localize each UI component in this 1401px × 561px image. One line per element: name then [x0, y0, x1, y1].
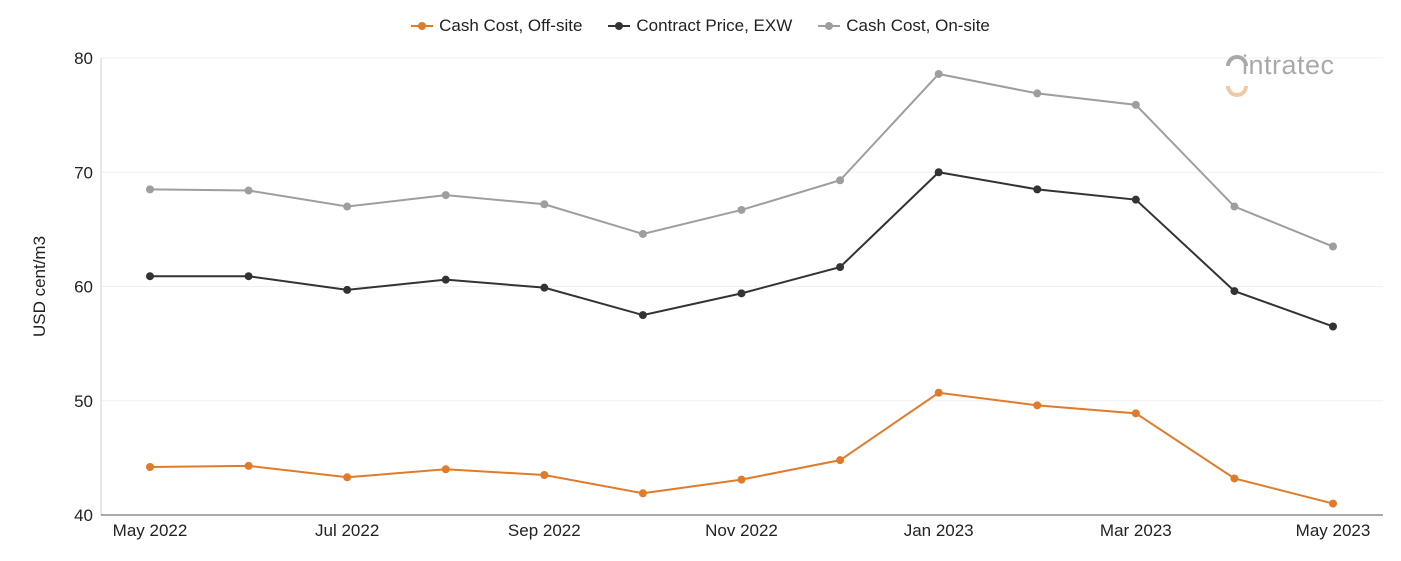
legend-swatch-icon — [411, 22, 434, 30]
data-point — [1033, 89, 1042, 98]
x-tick-label: Sep 2022 — [508, 521, 581, 540]
data-point — [1131, 195, 1140, 204]
data-point — [934, 388, 943, 397]
data-point — [1131, 409, 1140, 418]
data-point — [244, 272, 253, 281]
series-line — [149, 391, 1334, 505]
x-tick-label: Jul 2022 — [315, 521, 379, 540]
data-point — [1033, 401, 1042, 410]
x-tick-label: May 2022 — [113, 521, 188, 540]
data-point — [244, 186, 253, 195]
data-point — [441, 191, 450, 200]
data-point — [441, 275, 450, 284]
data-point — [737, 289, 746, 298]
legend-label: Cash Cost, Off-site — [439, 16, 583, 35]
legend-label: Cash Cost, On-site — [846, 16, 990, 35]
data-point — [1329, 499, 1337, 508]
data-point — [934, 69, 943, 78]
x-tick-label: May 2023 — [1296, 521, 1371, 540]
data-point — [836, 263, 845, 272]
data-point — [1033, 185, 1042, 194]
watermark-text: intratec — [1242, 50, 1335, 80]
legend-swatch-icon — [818, 22, 841, 30]
x-tick-label: Nov 2022 — [705, 521, 778, 540]
y-tick-label: 50 — [74, 392, 93, 411]
data-point — [1329, 322, 1337, 331]
y-tick-label: 80 — [74, 49, 93, 68]
series-line — [150, 171, 1334, 328]
data-point — [836, 456, 845, 465]
data-point — [1329, 242, 1337, 251]
watermark-logo — [1222, 42, 1367, 98]
legend-item: Contract Price, EXW — [608, 16, 792, 36]
legend-item: Cash Cost, On-site — [818, 16, 990, 36]
legend-swatch-icon — [608, 22, 631, 30]
data-point — [638, 311, 647, 320]
data-point — [540, 283, 549, 292]
data-point — [1230, 202, 1239, 211]
intratec-logo-icon — [1226, 55, 1248, 97]
chart-legend: Cash Cost, Off-site Contract Price, EXW Ca… — [0, 16, 1401, 36]
data-point — [343, 473, 352, 482]
data-point — [146, 272, 154, 281]
data-point — [1230, 287, 1239, 296]
x-tick-label: Jan 2023 — [904, 521, 974, 540]
data-point — [737, 205, 746, 214]
y-axis-title: USD cent/m3 — [30, 236, 49, 337]
x-tick-label: Mar 2023 — [1100, 521, 1172, 540]
data-point — [540, 200, 549, 209]
y-tick-label: 70 — [74, 163, 93, 182]
data-point — [244, 461, 253, 470]
data-point — [146, 185, 154, 194]
legend-label: Contract Price, EXW — [636, 16, 793, 35]
data-point — [836, 176, 845, 185]
series-line — [149, 72, 1334, 248]
y-tick-label: 60 — [74, 278, 93, 297]
data-point — [737, 475, 746, 484]
data-point — [1230, 474, 1239, 483]
data-point — [638, 489, 647, 498]
data-point — [1131, 100, 1140, 109]
data-point — [540, 471, 549, 480]
legend-item: Cash Cost, Off-site — [411, 16, 582, 36]
data-point — [638, 229, 647, 238]
y-tick-label: 40 — [74, 506, 93, 525]
data-point — [146, 463, 154, 472]
data-point — [934, 168, 943, 177]
data-point — [441, 465, 450, 474]
data-point — [343, 202, 352, 211]
data-point — [343, 285, 352, 294]
